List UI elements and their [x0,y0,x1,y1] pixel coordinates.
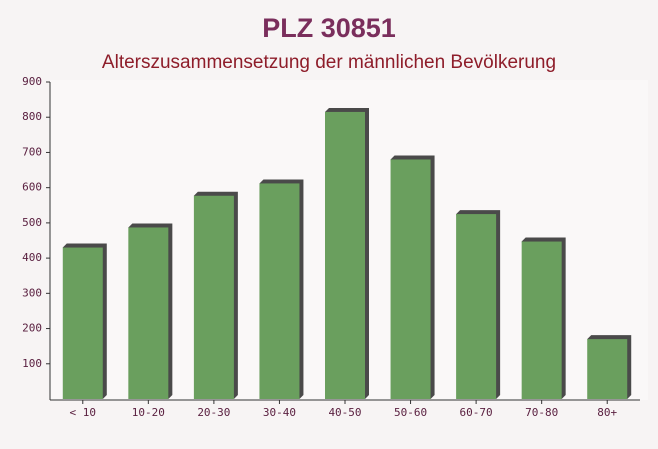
bar [62,247,103,399]
bar [325,111,365,399]
x-tick-label: 40-50 [328,406,361,419]
y-tick-label: 400 [22,251,42,264]
chart-title: PLZ 30851 [262,13,396,43]
bar [259,183,300,399]
x-tick-label: 60-70 [460,406,493,419]
x-tick-label: 10-20 [132,406,165,419]
bar [193,195,234,399]
y-tick-label: 600 [22,181,42,194]
x-tick-label: 30-40 [263,406,296,419]
y-tick-label: 300 [22,286,42,299]
chart-subtitle: Alterszusammensetzung der männlichen Bev… [102,52,556,73]
y-tick-label: 500 [22,216,42,229]
bar [128,227,169,399]
x-tick-label: 20-30 [197,406,230,419]
bar [456,214,497,399]
y-tick-label: 100 [22,357,42,370]
bar [390,159,431,399]
x-tick-label: 70-80 [525,406,558,419]
bar [521,241,562,399]
x-tick-label: < 10 [70,406,97,419]
x-tick-label: 80+ [597,406,617,419]
x-tick-label: 50-60 [394,406,427,419]
y-tick-label: 700 [22,145,42,158]
y-tick-label: 900 [22,75,42,88]
bar [587,339,628,399]
y-tick-label: 800 [22,110,42,123]
y-tick-label: 200 [22,322,42,335]
